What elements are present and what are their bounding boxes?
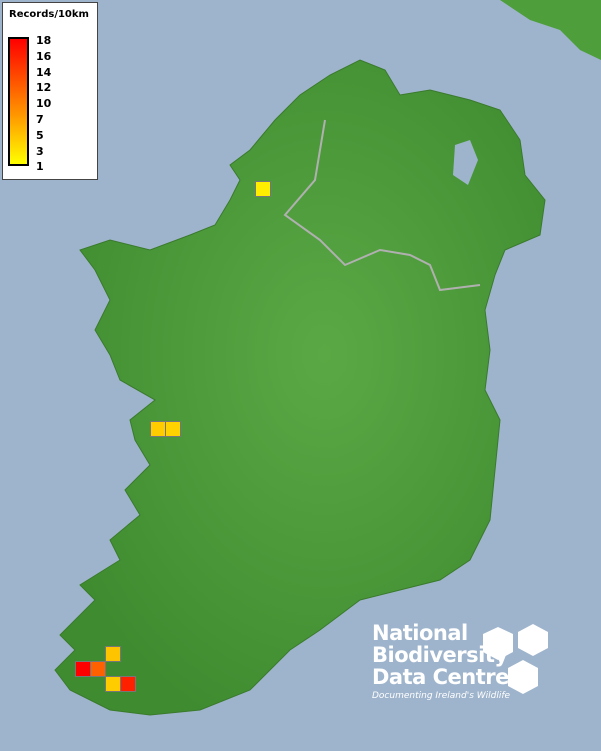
- record-cell[interactable]: [105, 646, 121, 662]
- record-cell[interactable]: [90, 661, 106, 677]
- record-cell[interactable]: [165, 421, 181, 437]
- ireland-landmass: [54, 59, 546, 716]
- record-cell[interactable]: [120, 676, 136, 692]
- legend-color-ramp: [8, 37, 29, 166]
- logo-tagline: Documenting Ireland's Wildlife: [372, 691, 511, 701]
- legend: Records/10km 18 16 14 12 10 7 5 3 1: [2, 2, 98, 180]
- record-cell[interactable]: [150, 421, 166, 437]
- record-cell[interactable]: [255, 181, 271, 197]
- record-cell[interactable]: [105, 676, 121, 692]
- legend-tick: 3: [36, 144, 44, 158]
- legend-tick: 12: [36, 81, 52, 95]
- record-cell[interactable]: [75, 661, 91, 677]
- logo-line: Data Centre: [372, 665, 509, 689]
- legend-title: Records/10km: [9, 9, 89, 20]
- lough-neagh: [453, 140, 478, 185]
- legend-tick: 18: [36, 34, 52, 47]
- legend-tick: 1: [36, 160, 44, 174]
- legend-tick: 5: [36, 128, 44, 142]
- logo-line: Biodiversity: [372, 643, 508, 667]
- nbdc-logo: National Biodiversity Data Centre Docume…: [372, 622, 510, 701]
- landmass-scotland: [500, 0, 601, 60]
- hexagon-wildlife-icon: [483, 624, 548, 694]
- legend-tick: 14: [36, 65, 52, 79]
- legend-tick: 7: [36, 112, 44, 126]
- legend-tick: 10: [36, 97, 52, 111]
- logo-line: National: [372, 621, 468, 645]
- ni-border: [283, 119, 481, 292]
- legend-tick: 16: [36, 49, 52, 63]
- legend-ticks: 18 16 14 12 10 7 5 3 1: [36, 33, 51, 175]
